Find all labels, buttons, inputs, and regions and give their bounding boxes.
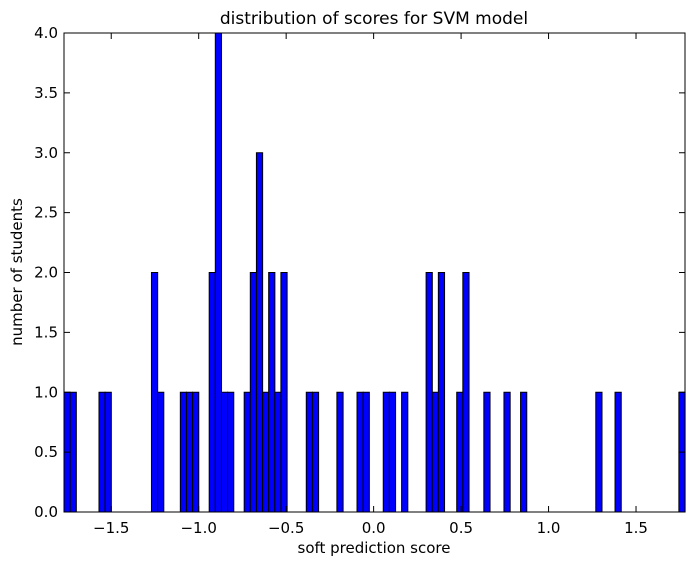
y-tick-label: 2.5 bbox=[34, 204, 58, 222]
histogram-bar bbox=[214, 32, 223, 513]
y-tick-label: 2.0 bbox=[34, 264, 58, 282]
histogram-bar bbox=[483, 391, 491, 513]
x-tick-label: 0.5 bbox=[449, 519, 473, 537]
histogram-bar bbox=[192, 391, 200, 513]
histogram-bar bbox=[437, 272, 446, 513]
y-tick-label: 0.5 bbox=[34, 443, 58, 461]
histogram-bar bbox=[227, 391, 235, 513]
bars-group bbox=[63, 32, 686, 513]
x-tick-label: 1.5 bbox=[624, 519, 648, 537]
histogram-bar bbox=[311, 391, 320, 513]
histogram-bar bbox=[456, 391, 464, 513]
histogram-bar bbox=[382, 391, 390, 513]
y-tick-label: 3.0 bbox=[34, 144, 58, 162]
histogram-bar bbox=[280, 272, 288, 513]
chart-title: distribution of scores for SVM model bbox=[220, 9, 528, 29]
histogram-bar bbox=[150, 272, 159, 513]
histogram-bar bbox=[243, 391, 251, 513]
x-tick-label: −1.5 bbox=[93, 519, 129, 537]
histogram-bar bbox=[255, 152, 264, 513]
histogram-bar bbox=[462, 272, 470, 513]
histogram-bar bbox=[262, 391, 270, 513]
histogram-bar bbox=[520, 391, 528, 513]
histogram-bar bbox=[388, 391, 397, 513]
histogram-bar bbox=[431, 391, 439, 513]
histogram-bar bbox=[69, 391, 77, 513]
x-tick-label: −0.5 bbox=[268, 519, 304, 537]
histogram-bar bbox=[356, 391, 364, 513]
histogram-bar bbox=[98, 391, 106, 513]
histogram-bar bbox=[220, 391, 229, 513]
histogram-bar bbox=[614, 391, 622, 513]
x-tick-label: −1.0 bbox=[180, 519, 216, 537]
histogram-bar bbox=[336, 391, 344, 513]
histogram-bar bbox=[401, 391, 409, 513]
y-tick-label: 4.0 bbox=[34, 24, 58, 42]
histogram-bar bbox=[274, 391, 282, 513]
histogram-bar bbox=[305, 391, 313, 513]
histogram-bar bbox=[179, 391, 188, 513]
y-tick-label: 3.5 bbox=[34, 84, 58, 102]
histogram-bar bbox=[595, 391, 603, 513]
histogram-bar bbox=[503, 391, 511, 513]
ticks-group: −1.5 −1.0 −0.5 0.0 0.5 1.0 1.5 0.0 0.5 1.0 1.5 2.0 2… bbox=[34, 24, 685, 537]
y-tick-label: 1.0 bbox=[34, 383, 58, 401]
plot-frame bbox=[63, 32, 686, 513]
x-tick-label: 1.0 bbox=[537, 519, 561, 537]
histogram-bar bbox=[249, 272, 258, 513]
y-tick-label: 0.0 bbox=[34, 503, 58, 521]
histogram-bar bbox=[208, 272, 216, 513]
histogram-bar bbox=[268, 272, 276, 513]
histogram-bar bbox=[157, 391, 165, 513]
histogram-bar bbox=[104, 391, 112, 513]
y-tick-label: 1.5 bbox=[34, 323, 58, 341]
y-axis-label: number of students bbox=[8, 198, 26, 346]
histogram-bar bbox=[362, 391, 370, 513]
histogram-bar bbox=[185, 391, 194, 513]
x-axis-label: soft prediction score bbox=[298, 539, 451, 557]
x-tick-label: 0.0 bbox=[362, 519, 386, 537]
histogram-bar bbox=[425, 272, 433, 513]
